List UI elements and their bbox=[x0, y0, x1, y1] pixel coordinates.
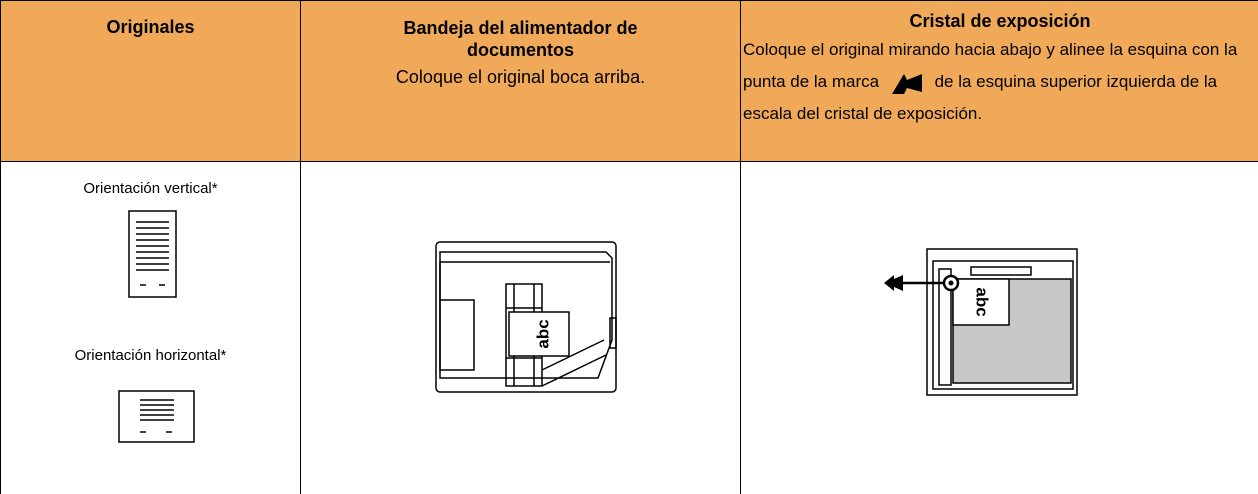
body-cell: Orientación vertical* Orientación horizo… bbox=[0, 161, 301, 494]
feeder-diagram: abc bbox=[435, 241, 617, 393]
header-description: Coloque el original mirando hacia abajo … bbox=[741, 34, 1258, 130]
diagram-label: abc bbox=[533, 319, 552, 348]
header-cell: Bandeja del alimentador de documentos Co… bbox=[300, 0, 741, 162]
description-text: de la esquina superior izquierda de la e… bbox=[743, 72, 1218, 123]
header-cell: Originales bbox=[0, 0, 301, 162]
glass-diagram: abc bbox=[884, 248, 1078, 396]
mark-icon bbox=[891, 73, 922, 94]
body-cell: abc bbox=[740, 161, 1258, 494]
original-label: Orientación vertical* bbox=[83, 180, 218, 197]
header-title: Bandeja del alimentador de documentos bbox=[403, 18, 638, 60]
header-description: Coloque el original boca arriba. bbox=[395, 67, 646, 87]
header-cell: Cristal de exposición Coloque el origina… bbox=[740, 0, 1258, 162]
original-label: Orientación horizontal* bbox=[74, 347, 227, 364]
header-title: Cristal de exposición bbox=[909, 11, 1091, 31]
portrait-icon bbox=[128, 210, 177, 298]
body-cell: abc bbox=[300, 161, 741, 494]
landscape-icon bbox=[118, 390, 195, 443]
diagram-label: abc bbox=[973, 287, 992, 316]
description-text: Coloque el original mirando hacia abajo … bbox=[743, 40, 1238, 91]
header-title: Originales bbox=[106, 17, 195, 37]
